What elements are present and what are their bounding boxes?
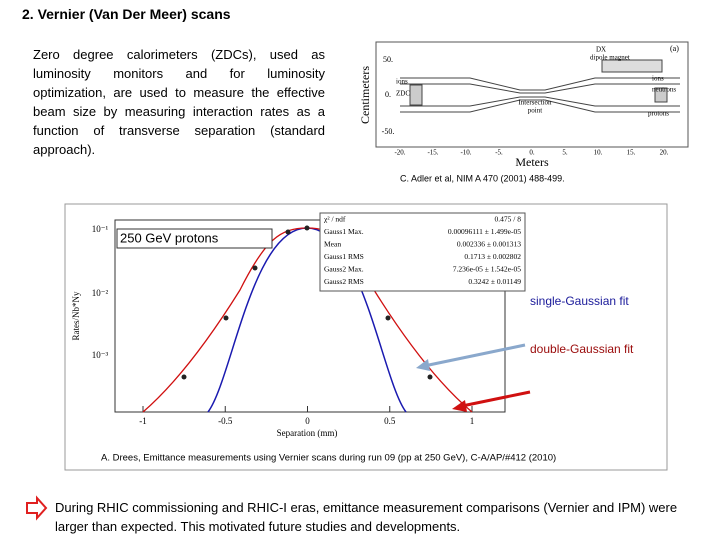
data-point bbox=[285, 229, 291, 235]
stats-name: Gauss2 RMS bbox=[324, 277, 364, 286]
diagram-x-tick: -20. bbox=[394, 149, 405, 157]
diagram-x-tick: -15. bbox=[427, 149, 438, 157]
plot-citation: A. Drees, Emittance measurements using V… bbox=[101, 453, 556, 464]
stats-box bbox=[319, 212, 526, 292]
diagram-y-label: Centimeters bbox=[358, 66, 372, 124]
diagram-label: Intersection bbox=[518, 99, 552, 107]
plot-y-tick: 10⁻² bbox=[92, 288, 109, 298]
diagram-x-tick: -10. bbox=[460, 149, 471, 157]
stats-value: 0.3242 ± 0.01149 bbox=[468, 277, 521, 286]
data-point bbox=[181, 374, 187, 380]
plot-y-label: Rates/Nb*Ny bbox=[71, 291, 81, 340]
diagram-frame bbox=[375, 41, 689, 148]
double-fit-arrow bbox=[461, 390, 531, 408]
double-fit-arrowhead bbox=[452, 400, 467, 412]
conclusion-text: During RHIC commissioning and RHIC-I era… bbox=[55, 500, 678, 534]
diagram-x-tick: 15. bbox=[627, 149, 636, 157]
plot-x-label: Separation (mm) bbox=[277, 428, 338, 438]
diagram-x-tick: -5. bbox=[495, 149, 503, 157]
beam-label-box bbox=[116, 228, 273, 249]
data-point bbox=[427, 374, 433, 380]
diagram-y-tick: -50. bbox=[382, 127, 395, 136]
conclusion-arrow-icon bbox=[26, 495, 48, 521]
diagram-label: protons bbox=[648, 110, 669, 118]
dx-magnet bbox=[601, 59, 663, 73]
plot-x-tick: -1 bbox=[139, 416, 147, 426]
diagram-x-tick: 0. bbox=[529, 149, 535, 157]
diagram-x-tick: 10. bbox=[594, 149, 603, 157]
diagram-y-tick: 50. bbox=[383, 55, 393, 64]
plot-frame bbox=[64, 203, 668, 471]
diagram-label: DX bbox=[596, 46, 606, 54]
diagram-x-tick: 5. bbox=[562, 149, 568, 157]
intro-text: Zero degree calorimeters (ZDCs), used as… bbox=[33, 47, 325, 157]
diagram-caption: C. Adler et al, NIM A 470 (2001) 488-499… bbox=[400, 173, 565, 183]
diagram-label: dipole magnet bbox=[590, 54, 630, 62]
single-fit-label: single-Gaussian fit bbox=[530, 294, 629, 308]
data-point bbox=[223, 315, 229, 321]
diagram-label: (a) bbox=[670, 44, 679, 53]
plot-y-tick: 10⁻¹ bbox=[92, 224, 109, 234]
diagram-label: neutrons bbox=[652, 86, 676, 94]
vernier-plot: Rates/Nb*Ny 10⁻¹ 10⁻² 10⁻³ -1 -0.5 0 0.5 1 S… bbox=[64, 203, 668, 471]
diagram-x-label: Meters bbox=[515, 155, 549, 169]
stats-value: 0.002336 ± 0.001313 bbox=[457, 240, 521, 249]
stats-value: 0.00096111 ± 1.499e-05 bbox=[448, 227, 521, 236]
data-point bbox=[252, 265, 258, 271]
plot-x-tick: 0 bbox=[305, 416, 310, 426]
diagram-label: ions bbox=[396, 78, 408, 86]
stats-value: 0.1713 ± 0.002802 bbox=[464, 252, 521, 261]
data-point bbox=[304, 225, 310, 231]
single-fit-arrow bbox=[423, 343, 526, 368]
beam-label: 250 GeV protons bbox=[120, 230, 219, 245]
data-point bbox=[385, 315, 391, 321]
slide-title: 2. Vernier (Van Der Meer) scans bbox=[22, 6, 231, 22]
stats-name: Gauss2 Max. bbox=[324, 265, 364, 274]
double-fit-label: double-Gaussian fit bbox=[530, 342, 634, 356]
detector-diagram: Centimeters 50. 0. -50. -20. -15. -10. -5. 0… bbox=[358, 41, 689, 169]
single-fit-arrowhead bbox=[416, 359, 430, 371]
diagram-label: point bbox=[528, 107, 542, 115]
diagram-label: ZDC bbox=[396, 90, 410, 98]
stats-value: 0.475 / 8 bbox=[495, 215, 522, 224]
zdc-box bbox=[654, 87, 668, 103]
plot-axes bbox=[114, 219, 506, 413]
stats-name: Mean bbox=[324, 240, 341, 249]
plot-x-tick: 0.5 bbox=[384, 416, 396, 426]
plot-x-tick: -0.5 bbox=[218, 416, 233, 426]
stats-name: χ² / ndf bbox=[324, 215, 346, 224]
beam-pipes bbox=[400, 77, 680, 113]
diagram-label: ions bbox=[652, 75, 664, 83]
zdc-box bbox=[409, 84, 423, 106]
plot-y-tick: 10⁻³ bbox=[92, 350, 109, 360]
diagram-x-tick: 20. bbox=[660, 149, 669, 157]
stats-name: Gauss1 Max. bbox=[324, 227, 364, 236]
stats-value: 7.236e-05 ± 1.542e-05 bbox=[453, 265, 522, 274]
plot-x-tick: 1 bbox=[470, 416, 475, 426]
diagram-y-tick: 0. bbox=[385, 90, 391, 99]
stats-name: Gauss1 RMS bbox=[324, 252, 364, 261]
